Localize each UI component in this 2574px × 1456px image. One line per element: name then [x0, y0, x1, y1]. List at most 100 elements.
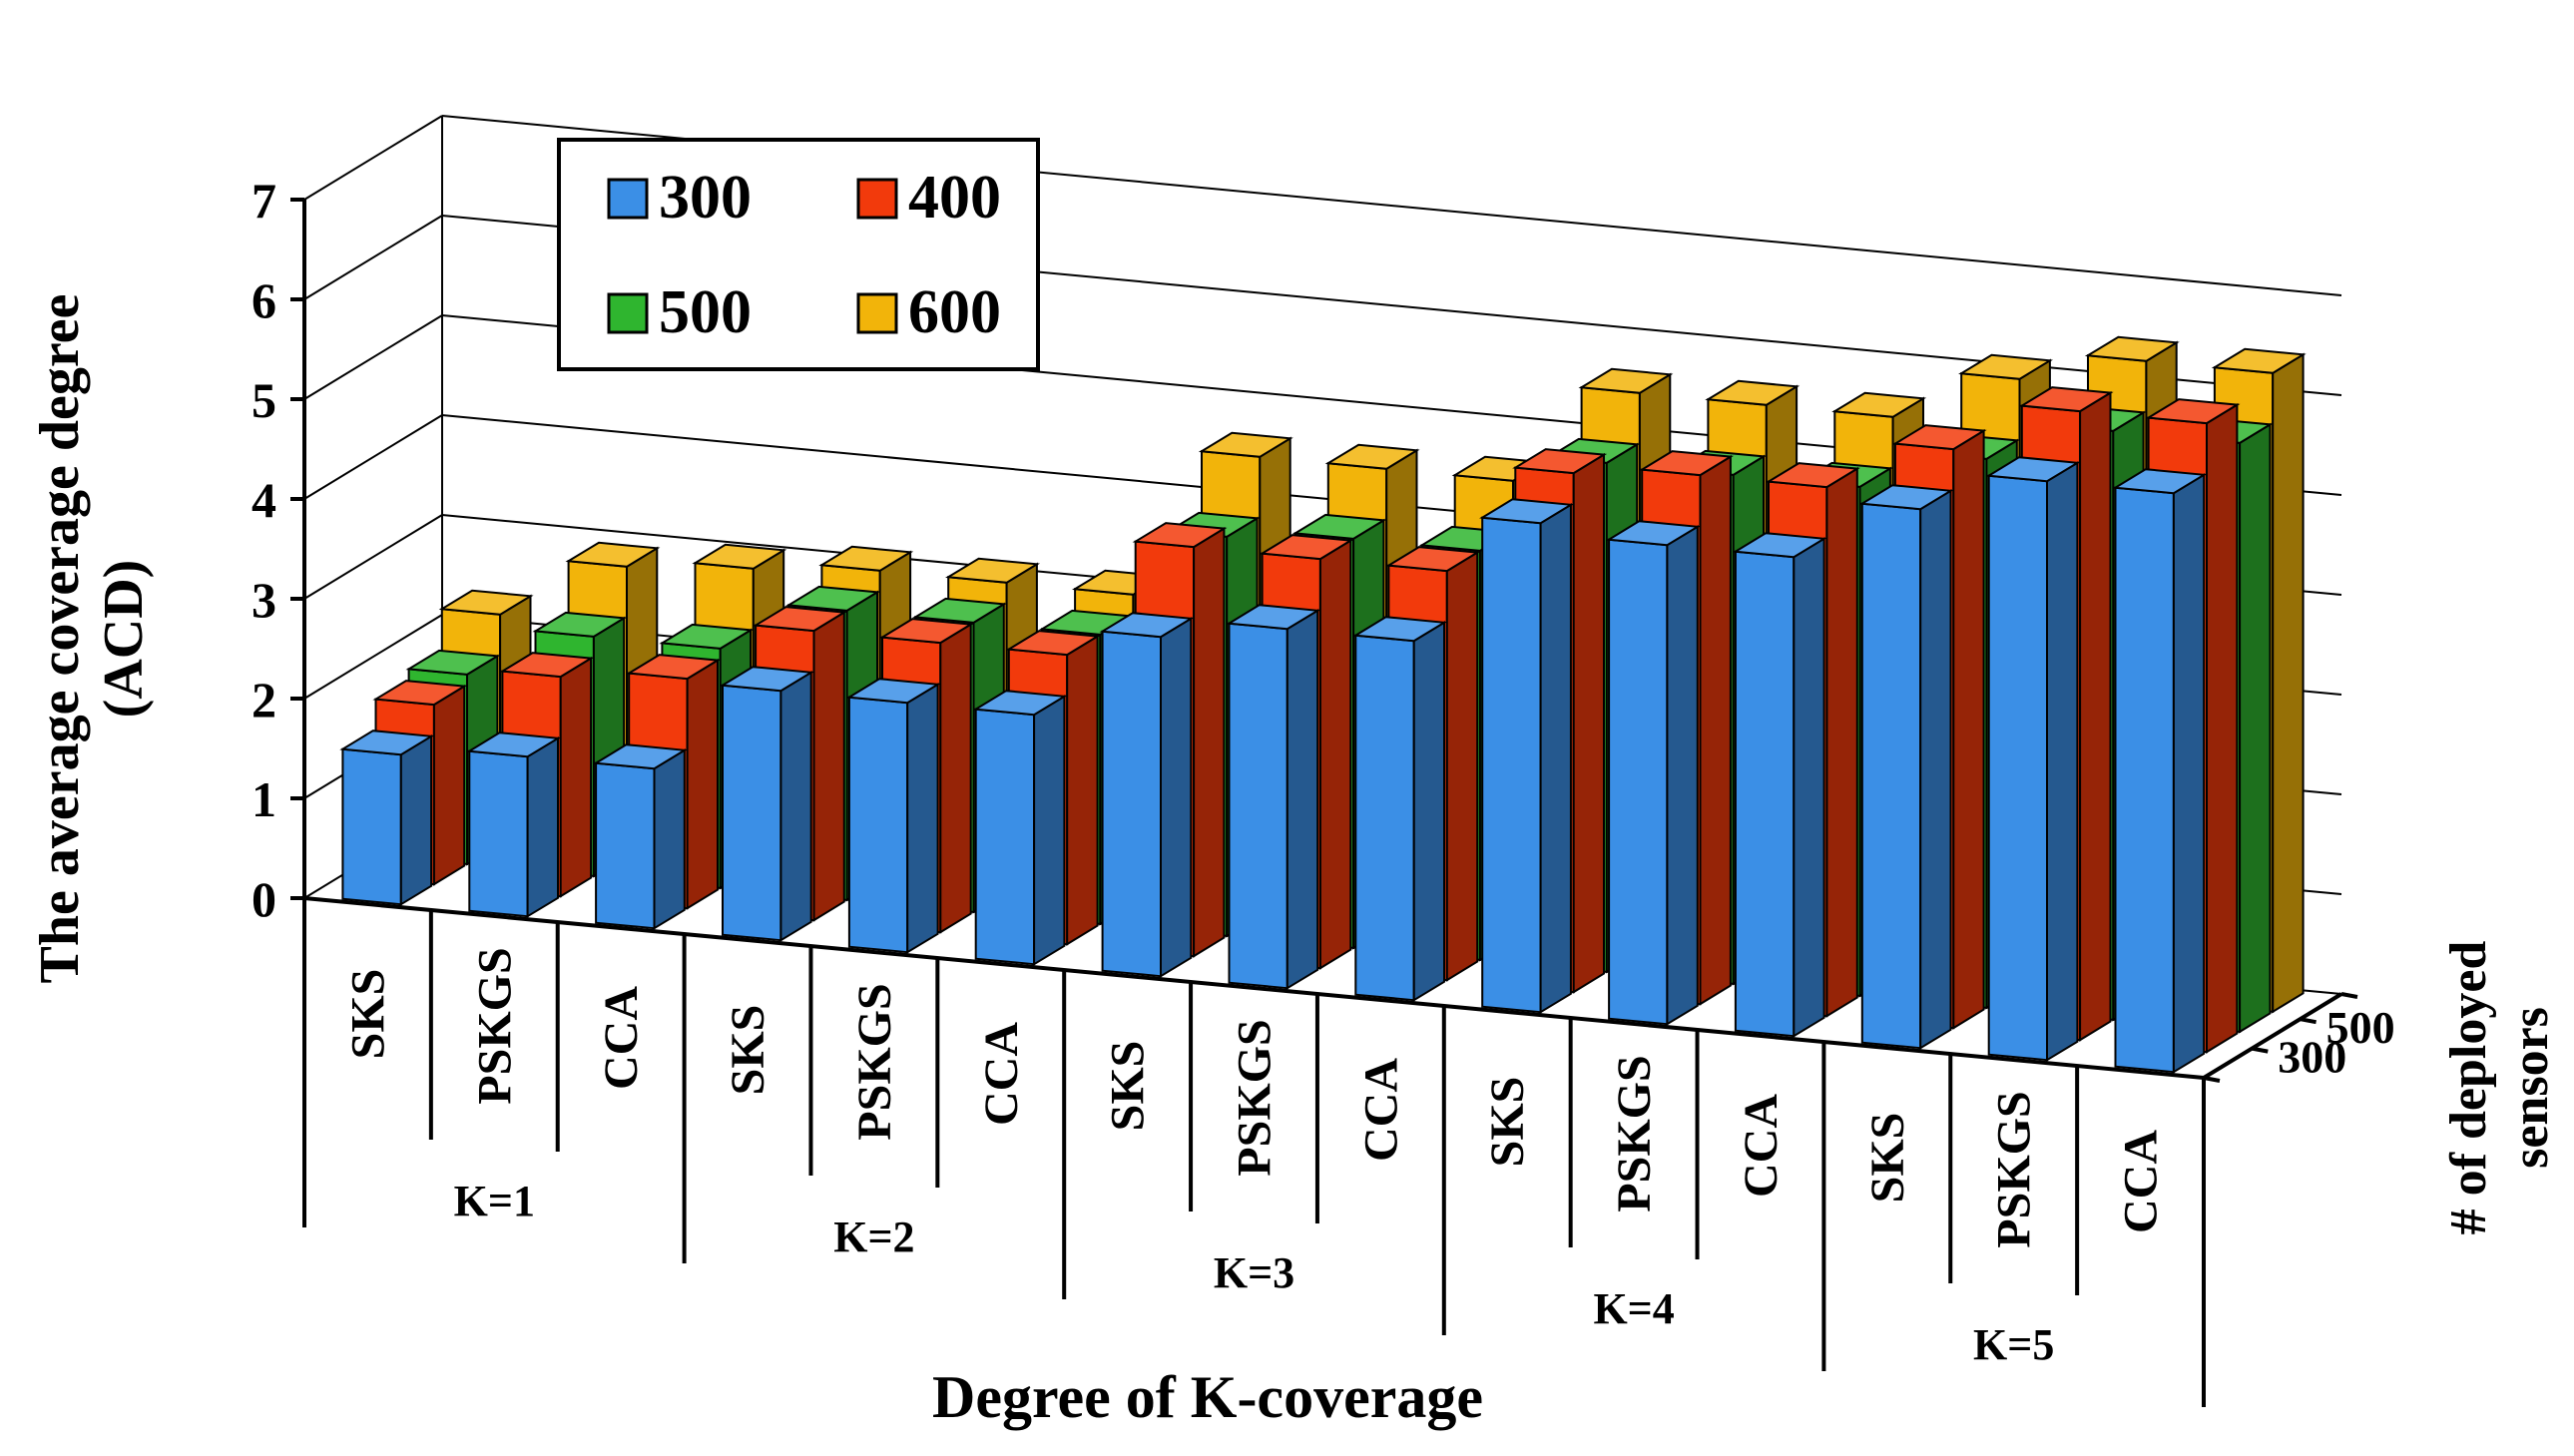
bar-top-face: [438, 589, 534, 616]
bar-top-face: [659, 623, 755, 650]
bar-top-face: [1639, 450, 1734, 477]
legend-swatch: [607, 178, 649, 220]
bar-top-face: [626, 654, 722, 681]
legend-label: 400: [908, 164, 1001, 232]
category-label: SKS: [1861, 1113, 1914, 1204]
z-axis-title-line: # of deployed: [2440, 941, 2497, 1235]
bar-front-face: [1101, 630, 1162, 978]
bar-300: [719, 666, 814, 942]
bar-300: [1858, 484, 1954, 1050]
bar-top-face: [2084, 335, 2180, 362]
bar-front-face: [341, 747, 402, 906]
legend: 300 400 500 600: [557, 138, 1040, 371]
category-label: SKS: [341, 969, 394, 1060]
y-tick-label: 4: [252, 472, 276, 528]
bar-side-face: [1066, 634, 1099, 946]
bar-side-face: [1286, 609, 1319, 990]
side-gridline: [303, 414, 443, 500]
bar-300: [1352, 616, 1448, 1002]
z-tick-label: 500: [2326, 1002, 2395, 1053]
bar-300: [1479, 498, 1574, 1014]
bar-side-face: [1160, 617, 1193, 978]
bar-side-face: [1318, 538, 1352, 970]
bar-top-face: [372, 680, 468, 707]
bar-side-face: [1699, 454, 1732, 1006]
bar-front-face: [1228, 622, 1288, 990]
category-label: SKS: [722, 1005, 774, 1096]
bar-top-face: [339, 729, 435, 756]
category-label: PSKGS: [1608, 1055, 1661, 1212]
side-gridline: [303, 514, 443, 600]
bar-side-face: [1666, 525, 1699, 1026]
bar-top-face: [912, 597, 1007, 624]
bar-front-face: [1608, 538, 1669, 1026]
bar-300: [1985, 456, 2081, 1062]
z-axis-title-line: sensors: [2502, 1007, 2559, 1169]
bar-top-face: [1132, 522, 1228, 549]
z-axis-line: [2202, 992, 2343, 1080]
group-label: K=3: [1214, 1248, 1294, 1297]
bar-300: [2112, 468, 2208, 1074]
y-tick-label: 5: [252, 372, 276, 428]
bar-top-face: [1198, 431, 1293, 458]
bar-top-face: [818, 545, 914, 572]
bar-side-face: [2079, 390, 2112, 1042]
z-tick-label: 300: [2278, 1032, 2346, 1083]
category-label: CCA: [595, 986, 648, 1090]
bar-side-face: [2272, 352, 2305, 1014]
bar-top-face: [2145, 398, 2241, 425]
bar-top-face: [1512, 448, 1608, 475]
bar-side-face: [1825, 466, 1858, 1018]
bar-top-face: [1291, 513, 1387, 540]
bar-front-face: [2114, 486, 2175, 1074]
bar-top-face: [1705, 379, 1801, 406]
side-gridline: [303, 115, 443, 201]
bar-side-face: [2206, 402, 2239, 1054]
bar-top-face: [1732, 532, 1827, 559]
bar-top-face: [466, 731, 562, 758]
bar-top-face: [785, 585, 881, 612]
bar-front-face: [722, 684, 782, 942]
y-tick-label: 1: [252, 771, 276, 827]
bar-side-face: [1539, 503, 1572, 1014]
y-axis-title: The average coverage degree(ACD): [29, 294, 155, 984]
bar-top-face: [2112, 468, 2208, 495]
bar-top-face: [972, 690, 1068, 717]
legend-label: 300: [659, 164, 752, 232]
x-axis-line: [303, 896, 2205, 1080]
group-label: K=5: [1973, 1320, 2054, 1369]
bar-front-face: [847, 696, 909, 954]
category-label: PSKGS: [1229, 1019, 1282, 1176]
bar-top-face: [405, 649, 501, 676]
side-gridline: [303, 314, 443, 400]
bar-300: [845, 678, 941, 954]
bar-top-face: [2018, 386, 2114, 413]
bar-front-face: [1734, 550, 1796, 1038]
bar-front-face: [1987, 474, 2048, 1062]
bar-top-face: [532, 611, 628, 638]
bar-300: [1606, 520, 1701, 1026]
bar-300: [972, 690, 1068, 966]
bar-side-face: [653, 748, 686, 930]
z-tick: [2300, 1017, 2317, 1025]
x-axis-title: Degree of K-coverage: [932, 1364, 1483, 1430]
bar-top-face: [692, 543, 787, 570]
bar-front-face: [595, 761, 656, 930]
bar-top-face: [1099, 612, 1195, 639]
category-label: PSKGS: [468, 947, 521, 1104]
bar-side-face: [779, 671, 812, 942]
bar-front-face: [468, 749, 529, 918]
bar-side-face: [939, 622, 972, 934]
bar-top-face: [845, 678, 941, 705]
bar-side-face: [2046, 461, 2079, 1062]
z-axis-title: # of deployedsensors: [2440, 941, 2559, 1235]
bar-side-face: [432, 684, 466, 886]
bar-top-face: [719, 666, 814, 693]
bar-300: [593, 743, 688, 930]
bar-side-face: [1445, 550, 1479, 982]
bar-side-face: [812, 610, 845, 922]
bar-top-face: [2211, 347, 2307, 374]
legend-swatch: [856, 292, 898, 334]
bar-top-face: [565, 541, 661, 568]
y-tick-label: 2: [252, 672, 276, 728]
